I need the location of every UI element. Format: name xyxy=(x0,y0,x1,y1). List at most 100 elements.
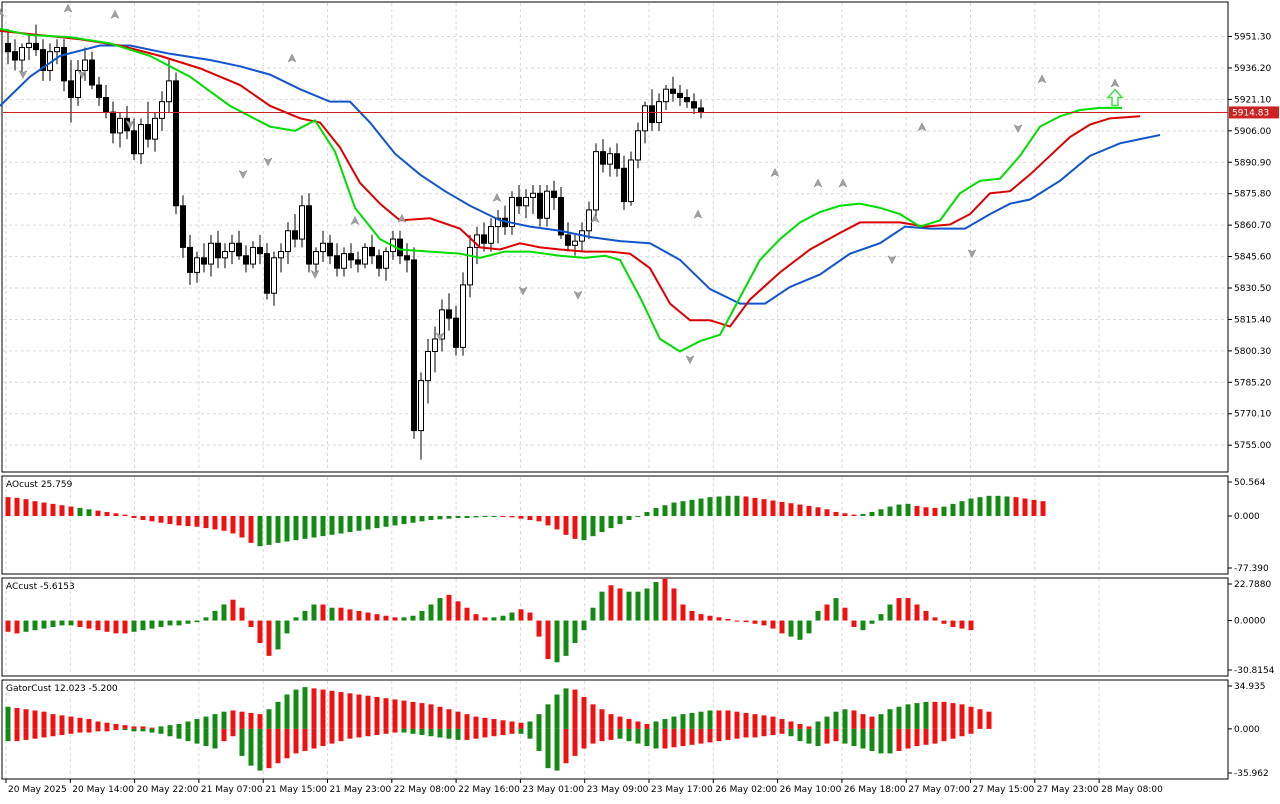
ao-bar xyxy=(77,507,83,516)
ac-bar xyxy=(212,610,218,621)
fractal-down-icon xyxy=(685,355,695,365)
gator-upper-bar xyxy=(68,716,74,729)
ac-bar xyxy=(14,620,20,634)
gator-lower-bar xyxy=(797,728,803,742)
ac-bar xyxy=(743,620,749,623)
gator-upper-bar xyxy=(563,688,569,729)
ao-bar xyxy=(446,515,452,519)
gator-upper-bar xyxy=(545,704,551,729)
candle-up xyxy=(229,242,235,253)
fractal-up-icon xyxy=(492,192,502,203)
y-tick-label-main: 5921.10 xyxy=(1234,95,1271,105)
candle-down xyxy=(292,230,298,240)
gator-lower-bar xyxy=(680,728,686,747)
ao-bar xyxy=(689,499,695,516)
gator-upper-bar xyxy=(761,715,767,729)
gator-upper-bar xyxy=(464,714,470,729)
gator-lower-bar xyxy=(14,728,20,742)
candle-down xyxy=(614,153,620,169)
fractal-up-icon xyxy=(770,167,780,178)
candle-down xyxy=(649,105,655,123)
ao-bar xyxy=(878,509,884,516)
ac-bar xyxy=(923,610,929,621)
gator-upper-bar xyxy=(932,701,938,729)
gator-upper-bar xyxy=(833,711,839,729)
candle-down xyxy=(264,253,270,294)
gator-lower-bar xyxy=(95,728,101,732)
candle-up xyxy=(313,251,319,265)
ac-bar xyxy=(608,585,614,621)
gator-upper-bar xyxy=(122,725,128,729)
ao-bar xyxy=(113,513,119,516)
candle-up xyxy=(439,309,445,340)
gator-lower-bar xyxy=(158,728,164,734)
gator-upper-bar xyxy=(653,721,659,729)
gator-upper-bar xyxy=(41,711,47,729)
ac-bar xyxy=(842,607,848,621)
candle-down xyxy=(677,92,683,99)
ac-bar xyxy=(158,620,164,627)
gator-upper-bar xyxy=(770,716,776,729)
candle-down xyxy=(12,51,18,61)
ac-bar xyxy=(671,588,677,621)
gator-upper-bar xyxy=(419,703,425,729)
gator-lower-bar xyxy=(464,728,470,740)
gator-lower-bar xyxy=(392,728,398,733)
ac-bar xyxy=(896,598,902,621)
ao-bar xyxy=(941,506,947,516)
fractal-up-icon xyxy=(397,213,407,223)
gator-lower-bar xyxy=(698,728,704,744)
gator-upper-bar xyxy=(374,696,380,729)
gator-lower-bar xyxy=(275,728,281,764)
gator-upper-bar xyxy=(554,694,560,729)
ac-bar xyxy=(617,588,623,621)
gator-upper-bar xyxy=(239,711,245,729)
candle-down xyxy=(5,42,11,53)
ac-bar xyxy=(689,610,695,621)
candle-down xyxy=(89,59,95,86)
ao-bar xyxy=(275,515,281,543)
y-tick-label-ac: -30.8154 xyxy=(1234,666,1275,676)
fractal-up-icon xyxy=(590,213,600,223)
ac-bar xyxy=(860,620,866,631)
ao-bar xyxy=(185,515,191,527)
gator-lower-bar xyxy=(644,728,650,747)
ac-bar xyxy=(464,607,470,621)
ao-bar xyxy=(365,515,371,530)
gator-upper-bar xyxy=(626,719,632,729)
gator-upper-bar xyxy=(392,699,398,729)
gator-lower-bar xyxy=(761,728,767,737)
gator-lower-bar xyxy=(419,728,425,736)
gator-upper-bar xyxy=(986,711,992,729)
gator-upper-bar xyxy=(5,706,11,729)
ac-bar xyxy=(635,591,641,621)
ac-bar xyxy=(59,620,65,626)
ac-bar xyxy=(815,610,821,621)
gator-lower-bar xyxy=(905,728,911,749)
gator-upper-bar xyxy=(401,700,407,729)
x-tick-label: 26 May 18:00 xyxy=(844,785,906,795)
gator-lower-bar xyxy=(383,728,389,734)
gator-lower-bar xyxy=(554,728,560,771)
candle-up xyxy=(271,257,277,294)
x-tick-label: 27 May 07:00 xyxy=(908,785,970,795)
candle-up xyxy=(467,246,473,286)
candle-down xyxy=(61,47,67,82)
y-tick-label-main: 5815.40 xyxy=(1234,315,1271,325)
gator-upper-bar xyxy=(518,722,524,729)
gator-lower-bar xyxy=(689,728,695,745)
gator-upper-bar xyxy=(86,719,92,729)
candle-up xyxy=(222,251,228,259)
gator-upper-bar xyxy=(689,712,695,729)
fractal-up-icon xyxy=(838,178,848,188)
ac-bar xyxy=(914,604,920,621)
gator-lower-bar xyxy=(833,728,839,742)
fractal-up-icon xyxy=(813,178,823,188)
ac-bar xyxy=(221,604,227,621)
gator-upper-bar xyxy=(275,701,281,729)
ac-bar xyxy=(50,620,56,627)
gator-upper-bar xyxy=(644,723,650,729)
ao-bar xyxy=(401,515,407,525)
